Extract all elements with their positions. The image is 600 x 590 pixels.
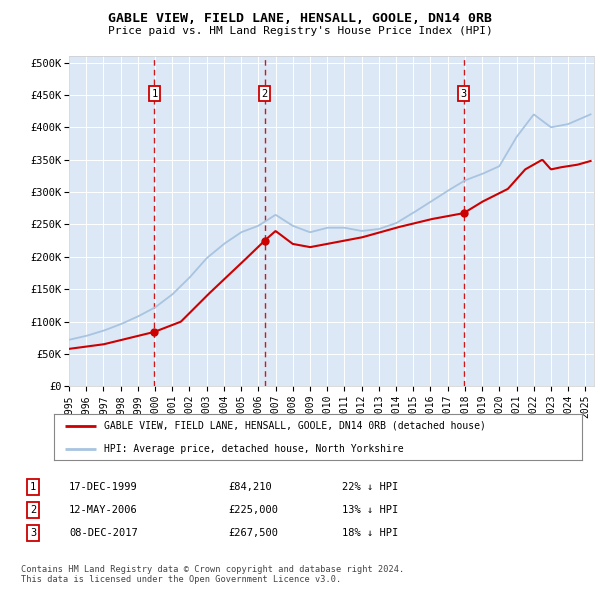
Text: Price paid vs. HM Land Registry's House Price Index (HPI): Price paid vs. HM Land Registry's House … (107, 26, 493, 35)
Text: Contains HM Land Registry data © Crown copyright and database right 2024.
This d: Contains HM Land Registry data © Crown c… (21, 565, 404, 584)
Text: 12-MAY-2006: 12-MAY-2006 (69, 505, 138, 515)
Text: £267,500: £267,500 (228, 528, 278, 538)
Text: 2: 2 (262, 88, 268, 99)
Text: 3: 3 (461, 88, 467, 99)
Text: 17-DEC-1999: 17-DEC-1999 (69, 482, 138, 492)
Text: 18% ↓ HPI: 18% ↓ HPI (342, 528, 398, 538)
Text: 22% ↓ HPI: 22% ↓ HPI (342, 482, 398, 492)
Text: GABLE VIEW, FIELD LANE, HENSALL, GOOLE, DN14 0RB: GABLE VIEW, FIELD LANE, HENSALL, GOOLE, … (108, 12, 492, 25)
Text: 2: 2 (30, 505, 36, 515)
Text: 1: 1 (30, 482, 36, 492)
Text: £84,210: £84,210 (228, 482, 272, 492)
Text: 13% ↓ HPI: 13% ↓ HPI (342, 505, 398, 515)
Text: £225,000: £225,000 (228, 505, 278, 515)
Text: 08-DEC-2017: 08-DEC-2017 (69, 528, 138, 538)
Text: 1: 1 (151, 88, 158, 99)
Text: HPI: Average price, detached house, North Yorkshire: HPI: Average price, detached house, Nort… (104, 444, 404, 454)
Text: GABLE VIEW, FIELD LANE, HENSALL, GOOLE, DN14 0RB (detached house): GABLE VIEW, FIELD LANE, HENSALL, GOOLE, … (104, 421, 486, 431)
Text: 3: 3 (30, 528, 36, 538)
